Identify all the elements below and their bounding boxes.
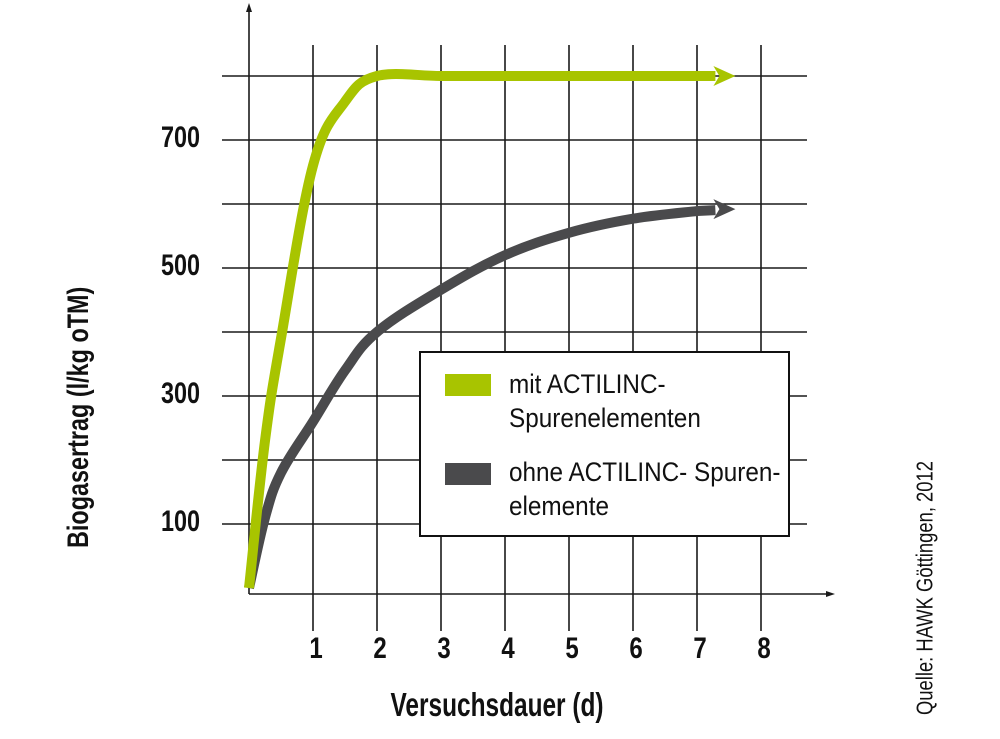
x-tick-label: 6: [629, 632, 643, 665]
y-tick-label: 100: [160, 505, 200, 538]
legend-label: ohne ACTILINC- Spuren- elemente: [509, 455, 780, 523]
x-tick-marks: [312, 594, 762, 631]
x-tick-label: 2: [373, 632, 387, 665]
legend-swatch-green: [445, 374, 491, 396]
legend-label-line1: mit ACTILINC-: [509, 369, 666, 399]
series-ohne-actilinc-curve: [244, 205, 716, 590]
series-mit-actilinc-arrowhead: [713, 66, 736, 86]
x-tick-label: 3: [437, 632, 451, 665]
y-tick-label: 300: [160, 377, 200, 410]
x-axis-title: Versuchsdauer (d): [390, 686, 604, 723]
legend-label-line2: Spurenelementen: [509, 403, 701, 433]
x-tick-label: 4: [501, 632, 515, 665]
y-tick-label: 500: [160, 249, 200, 282]
y-tick-label: 700: [160, 121, 200, 154]
legend-label: mit ACTILINC- Spurenelementen: [509, 367, 701, 435]
y-axis: [246, 3, 252, 594]
legend-label-line2: elemente: [509, 491, 609, 521]
legend-swatch-dark: [445, 463, 491, 485]
source-note: Quelle: HAWK Göttingen, 2012: [911, 461, 938, 715]
x-tick-label: 7: [693, 632, 707, 665]
x-tick-label: 8: [757, 632, 771, 665]
x-axis: [249, 591, 835, 597]
legend-label-line1: ohne ACTILINC- Spuren-: [509, 457, 781, 487]
y-axis-title: Biogasertrag (l/kg oTM): [62, 286, 95, 548]
series-ohne-actilinc-arrowhead: [713, 199, 736, 220]
legend: mit ACTILINC- Spurenelementen ohne ACTIL…: [419, 351, 790, 537]
x-tick-label: 5: [565, 632, 579, 665]
series-mit-actilinc-curve: [244, 68, 716, 589]
x-tick-label: 1: [309, 632, 323, 665]
